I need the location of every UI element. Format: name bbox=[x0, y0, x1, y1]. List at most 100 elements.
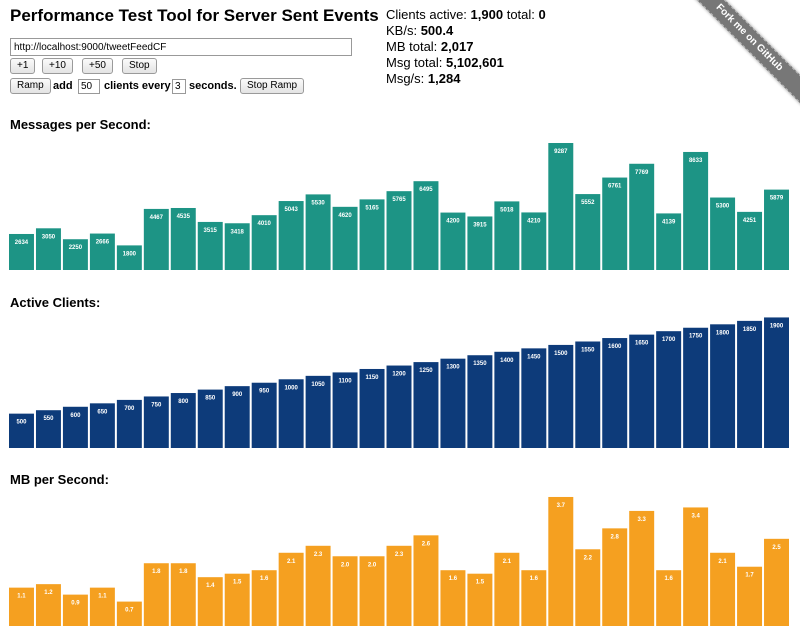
messages-bar-label-14: 5765 bbox=[392, 197, 406, 203]
mb-bar-11 bbox=[305, 545, 331, 626]
mb-bar-label-8: 1.5 bbox=[233, 580, 242, 586]
messages-bar-label-4: 1800 bbox=[123, 251, 137, 257]
mb-bar-label-11: 2.3 bbox=[314, 552, 323, 558]
messages-bar-15 bbox=[413, 181, 439, 270]
messages-bar-label-18: 5018 bbox=[500, 207, 514, 213]
mb-total-label: MB total: bbox=[386, 39, 438, 54]
stats-panel: Clients active: 1,900 total: 0 KB/s: 500… bbox=[386, 7, 546, 87]
clients-bar-label-25: 1750 bbox=[689, 334, 703, 340]
clients-bar-13 bbox=[359, 368, 385, 448]
clients-bar-1 bbox=[35, 410, 61, 448]
messages-bar-10 bbox=[278, 201, 304, 270]
clients-bar-23 bbox=[629, 334, 655, 448]
clients-bar-label-19: 1450 bbox=[527, 354, 541, 360]
messages-bar-1 bbox=[35, 228, 61, 270]
clients-bar-label-11: 1050 bbox=[311, 382, 325, 388]
messages-bar-label-20: 9287 bbox=[554, 149, 568, 155]
ramp-clients-input[interactable] bbox=[78, 79, 100, 94]
messages-bar-label-0: 2634 bbox=[15, 240, 29, 246]
ramp-button[interactable]: Ramp bbox=[10, 78, 51, 94]
messages-bar-5 bbox=[143, 208, 169, 270]
msgs-value: 1,284 bbox=[427, 71, 461, 86]
clients-bar-label-3: 650 bbox=[97, 409, 108, 415]
clients-bar-label-2: 600 bbox=[70, 413, 81, 419]
clients-bar-4 bbox=[116, 399, 142, 448]
messages-bar-label-6: 4535 bbox=[177, 214, 191, 220]
clients-bar-label-10: 1000 bbox=[284, 385, 298, 391]
clients-bar-label-22: 1600 bbox=[608, 344, 622, 350]
messages-bar-label-9: 4010 bbox=[257, 221, 271, 227]
mb-bar-16 bbox=[440, 570, 466, 626]
mb-bar-label-17: 1.5 bbox=[476, 580, 485, 586]
messages-bar-26 bbox=[710, 197, 736, 270]
clients-bar-label-28: 1900 bbox=[770, 323, 784, 329]
messages-bar-25 bbox=[683, 151, 709, 270]
mb-bar-label-10: 2.1 bbox=[287, 559, 296, 565]
mb-bar-label-26: 2.1 bbox=[718, 559, 727, 565]
messages-bar-label-21: 5552 bbox=[581, 200, 595, 206]
ramp-seconds-input[interactable] bbox=[172, 79, 186, 94]
clients-bar-label-16: 1300 bbox=[446, 365, 460, 371]
stop-ramp-button[interactable]: Stop Ramp bbox=[240, 78, 305, 94]
messages-bar-label-7: 3515 bbox=[204, 228, 218, 234]
kbs-label: KB/s: bbox=[386, 23, 418, 38]
mb-bar-0 bbox=[9, 587, 34, 626]
mb-bar-label-18: 2.1 bbox=[503, 559, 512, 565]
messages-bar-label-1: 3050 bbox=[42, 234, 56, 240]
messages-bar-24 bbox=[656, 213, 682, 270]
ramp-seconds-label: seconds. bbox=[189, 80, 237, 92]
add-50-clients-button[interactable]: +50 bbox=[82, 58, 113, 74]
messages-bar-28 bbox=[764, 189, 789, 270]
mb-chart-title: MB per Second: bbox=[10, 472, 109, 487]
messages-bar-0 bbox=[9, 233, 34, 270]
clients-bar-label-7: 850 bbox=[205, 396, 216, 402]
mb-bar-10 bbox=[278, 552, 304, 626]
url-input[interactable] bbox=[10, 38, 352, 56]
ramp-add-label: add bbox=[53, 80, 73, 92]
mb-total-stat: MB total: 2,017 bbox=[386, 39, 546, 55]
messages-bar-22 bbox=[602, 177, 628, 270]
messages-bar-20 bbox=[548, 143, 574, 270]
mb-bar-label-22: 2.8 bbox=[611, 534, 620, 540]
messages-bar-label-24: 4139 bbox=[662, 219, 676, 225]
clients-bar-label-12: 1100 bbox=[339, 378, 353, 384]
msgs-label: Msg/s: bbox=[386, 71, 425, 86]
messages-bar-label-12: 4620 bbox=[338, 213, 352, 219]
clients-bar-15 bbox=[413, 362, 439, 448]
clients-bar-11 bbox=[305, 375, 331, 448]
add-10-clients-button[interactable]: +10 bbox=[42, 58, 73, 74]
mb-bar-6 bbox=[170, 563, 196, 626]
messages-per-second-chart: 2634 3050 2250 2666 1800 4467 4535 3515 3418 4010… bbox=[9, 143, 789, 270]
messages-bar-label-5: 4467 bbox=[150, 215, 164, 221]
messages-bar-label-8: 3418 bbox=[231, 229, 245, 235]
messages-bar-21 bbox=[575, 194, 601, 270]
messages-bar-4 bbox=[116, 245, 142, 270]
mb-bar-label-13: 2.0 bbox=[368, 562, 377, 568]
fork-me-ribbon[interactable]: Fork me on GitHub bbox=[674, 0, 800, 113]
messages-bar-16 bbox=[440, 212, 466, 270]
clients-bar-27 bbox=[737, 320, 763, 448]
stop-button[interactable]: Stop bbox=[122, 58, 157, 74]
messages-bar-label-28: 5879 bbox=[770, 196, 784, 202]
clients-bar-17 bbox=[467, 355, 493, 448]
clients-bar-24 bbox=[656, 331, 682, 448]
mb-bar-19 bbox=[521, 570, 547, 626]
mb-bar-3 bbox=[89, 587, 115, 626]
clients-bar-label-15: 1250 bbox=[419, 368, 433, 374]
kbs-stat: KB/s: 500.4 bbox=[386, 23, 546, 39]
clients-bar-3 bbox=[89, 403, 115, 448]
messages-bar-3 bbox=[89, 233, 115, 270]
total-label: total: bbox=[506, 7, 535, 22]
mb-bar-13 bbox=[359, 556, 385, 626]
messages-bar-6 bbox=[170, 207, 196, 270]
mb-bar-12 bbox=[332, 556, 358, 626]
mb-bar-label-0: 1.1 bbox=[17, 594, 26, 600]
mb-bar-15 bbox=[413, 535, 439, 626]
messages-bar-label-23: 7769 bbox=[635, 170, 649, 176]
clients-bar-14 bbox=[386, 365, 412, 448]
mb-bar-label-5: 1.8 bbox=[152, 569, 161, 575]
add-1-client-button[interactable]: +1 bbox=[10, 58, 36, 74]
page-title: Performance Test Tool for Server Sent Ev… bbox=[10, 6, 379, 25]
messages-bar-label-22: 6761 bbox=[608, 184, 622, 190]
mb-bar-7 bbox=[197, 577, 223, 626]
